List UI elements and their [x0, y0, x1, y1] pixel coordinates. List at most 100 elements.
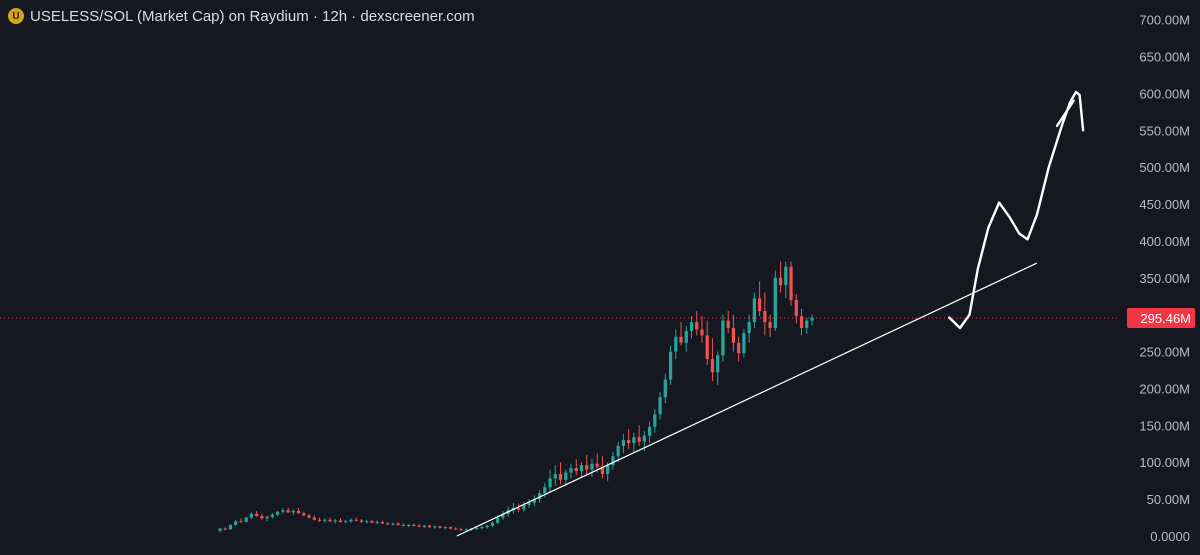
- candle-body: [496, 517, 500, 523]
- candle-body: [784, 266, 788, 286]
- candle-body: [695, 322, 699, 330]
- candle-body: [585, 465, 589, 470]
- candle-body: [422, 525, 426, 527]
- candle-body: [255, 513, 259, 517]
- candle-body: [778, 277, 783, 286]
- candle-body: [789, 266, 793, 300]
- candle-body: [527, 502, 531, 506]
- candle-body: [663, 379, 667, 398]
- candle-body: [338, 520, 343, 522]
- candle-body: [532, 499, 536, 503]
- candle-body: [684, 330, 688, 343]
- candle-body: [501, 513, 505, 518]
- y-tick-label: 50.00M: [1147, 492, 1190, 507]
- candle-body: [349, 519, 353, 522]
- candle-body: [558, 474, 563, 480]
- y-tick-label: 350.00M: [1139, 271, 1190, 286]
- candle-body: [548, 478, 552, 488]
- candle-body: [564, 472, 568, 480]
- candle-body: [244, 517, 248, 522]
- y-tick-label: 150.00M: [1139, 418, 1190, 433]
- candle-body: [317, 519, 322, 521]
- candle-body: [406, 524, 411, 526]
- candle-body: [417, 525, 421, 527]
- candle-body: [234, 521, 238, 525]
- y-tick-label: 650.00M: [1139, 49, 1190, 64]
- y-tick-label: 700.00M: [1139, 13, 1190, 28]
- candle-body: [642, 435, 646, 442]
- candle-body: [454, 528, 458, 530]
- y-tick-label: 200.00M: [1139, 381, 1190, 396]
- candle-body: [480, 527, 484, 529]
- candle-body: [763, 311, 767, 323]
- candle-body: [794, 299, 798, 317]
- candle-body: [249, 513, 254, 518]
- candle-body: [569, 468, 573, 473]
- candle-body: [627, 440, 631, 444]
- candle-body: [223, 528, 227, 530]
- candle-body: [799, 316, 804, 328]
- candle-body: [590, 463, 594, 470]
- candle-body: [239, 521, 243, 523]
- candle-body: [375, 521, 379, 523]
- candle-body: [218, 528, 222, 531]
- candle-body: [553, 474, 557, 479]
- projection-arrow-head: [1055, 99, 1075, 128]
- candle-body: [265, 516, 269, 519]
- candle-body: [427, 525, 432, 528]
- candle-body: [600, 466, 605, 475]
- candle-body: [302, 513, 306, 516]
- candle-body: [710, 358, 715, 373]
- candle-body: [632, 437, 636, 444]
- candle-body: [621, 440, 626, 447]
- candle-body: [475, 527, 479, 529]
- candle-body: [768, 322, 772, 328]
- candle-body: [365, 521, 369, 523]
- candle-body: [464, 529, 468, 531]
- candle-body: [653, 414, 657, 427]
- candle-body: [228, 524, 233, 530]
- candle-body: [286, 510, 290, 513]
- candle-body: [810, 317, 814, 321]
- candle-body: [668, 351, 673, 380]
- candle-body: [270, 514, 275, 517]
- chart-header: U USELESS/SOL (Market Cap) on Raydium · …: [8, 6, 475, 26]
- projection-arrow: [948, 90, 1085, 330]
- candle-body: [679, 336, 683, 343]
- candle-body: [391, 523, 395, 525]
- candle-body: [700, 329, 704, 336]
- candle-body: [260, 516, 264, 519]
- y-tick-label: 550.00M: [1139, 123, 1190, 138]
- candle-body: [737, 342, 741, 354]
- candle-body: [574, 468, 578, 472]
- candle-body: [579, 465, 584, 472]
- candle-body: [647, 426, 652, 436]
- candle-body: [401, 524, 405, 526]
- candle-body: [773, 277, 777, 328]
- candle-body: [726, 320, 730, 328]
- candle-body: [805, 320, 809, 328]
- candle-body: [606, 465, 610, 475]
- y-tick-label: 250.00M: [1139, 345, 1190, 360]
- candle-body: [380, 521, 385, 524]
- candle-body: [721, 320, 725, 356]
- y-tick-label: 0.0000: [1150, 529, 1190, 544]
- last-price-label: 295.46M: [1140, 311, 1191, 326]
- candle-body: [757, 298, 762, 312]
- candle-body: [386, 523, 390, 525]
- candle-body: [433, 526, 437, 528]
- candle-body: [344, 521, 348, 523]
- y-tick-label: 600.00M: [1139, 86, 1190, 101]
- y-tick-label: 450.00M: [1139, 197, 1190, 212]
- candle-body: [611, 456, 615, 466]
- chart-title: USELESS/SOL (Market Cap) on Raydium · 12…: [30, 7, 475, 25]
- candle-body: [516, 507, 521, 510]
- candle-body: [747, 322, 751, 334]
- candle-body: [522, 505, 526, 510]
- candle-body: [705, 335, 709, 359]
- candle-body: [689, 322, 694, 331]
- candle-body: [731, 327, 736, 343]
- candle-body: [291, 510, 295, 513]
